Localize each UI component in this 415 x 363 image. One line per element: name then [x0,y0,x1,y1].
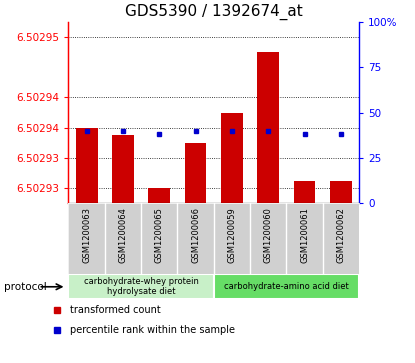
Text: carbohydrate-whey protein
hydrolysate diet: carbohydrate-whey protein hydrolysate di… [84,277,198,297]
Text: percentile rank within the sample: percentile rank within the sample [70,325,234,335]
Text: GSM1200066: GSM1200066 [191,207,200,263]
Bar [294,181,315,203]
Text: GSM1200065: GSM1200065 [155,207,164,263]
Bar [330,181,352,203]
Title: GDS5390 / 1392674_at: GDS5390 / 1392674_at [125,4,303,20]
Bar [214,274,359,299]
Text: GSM1200064: GSM1200064 [118,207,127,263]
Text: GSM1200061: GSM1200061 [300,207,309,263]
Bar [257,52,279,203]
Bar [112,135,134,203]
Text: GSM1200059: GSM1200059 [227,207,237,262]
Text: transformed count: transformed count [70,305,160,315]
Bar [149,188,170,203]
Text: GSM1200060: GSM1200060 [264,207,273,263]
Bar [76,128,98,203]
Text: GSM1200062: GSM1200062 [336,207,345,263]
Text: protocol: protocol [4,282,47,292]
Bar [68,274,214,299]
Text: carbohydrate-amino acid diet: carbohydrate-amino acid diet [224,282,349,291]
Bar [221,113,243,203]
Text: GSM1200063: GSM1200063 [82,207,91,263]
Bar [185,143,206,203]
